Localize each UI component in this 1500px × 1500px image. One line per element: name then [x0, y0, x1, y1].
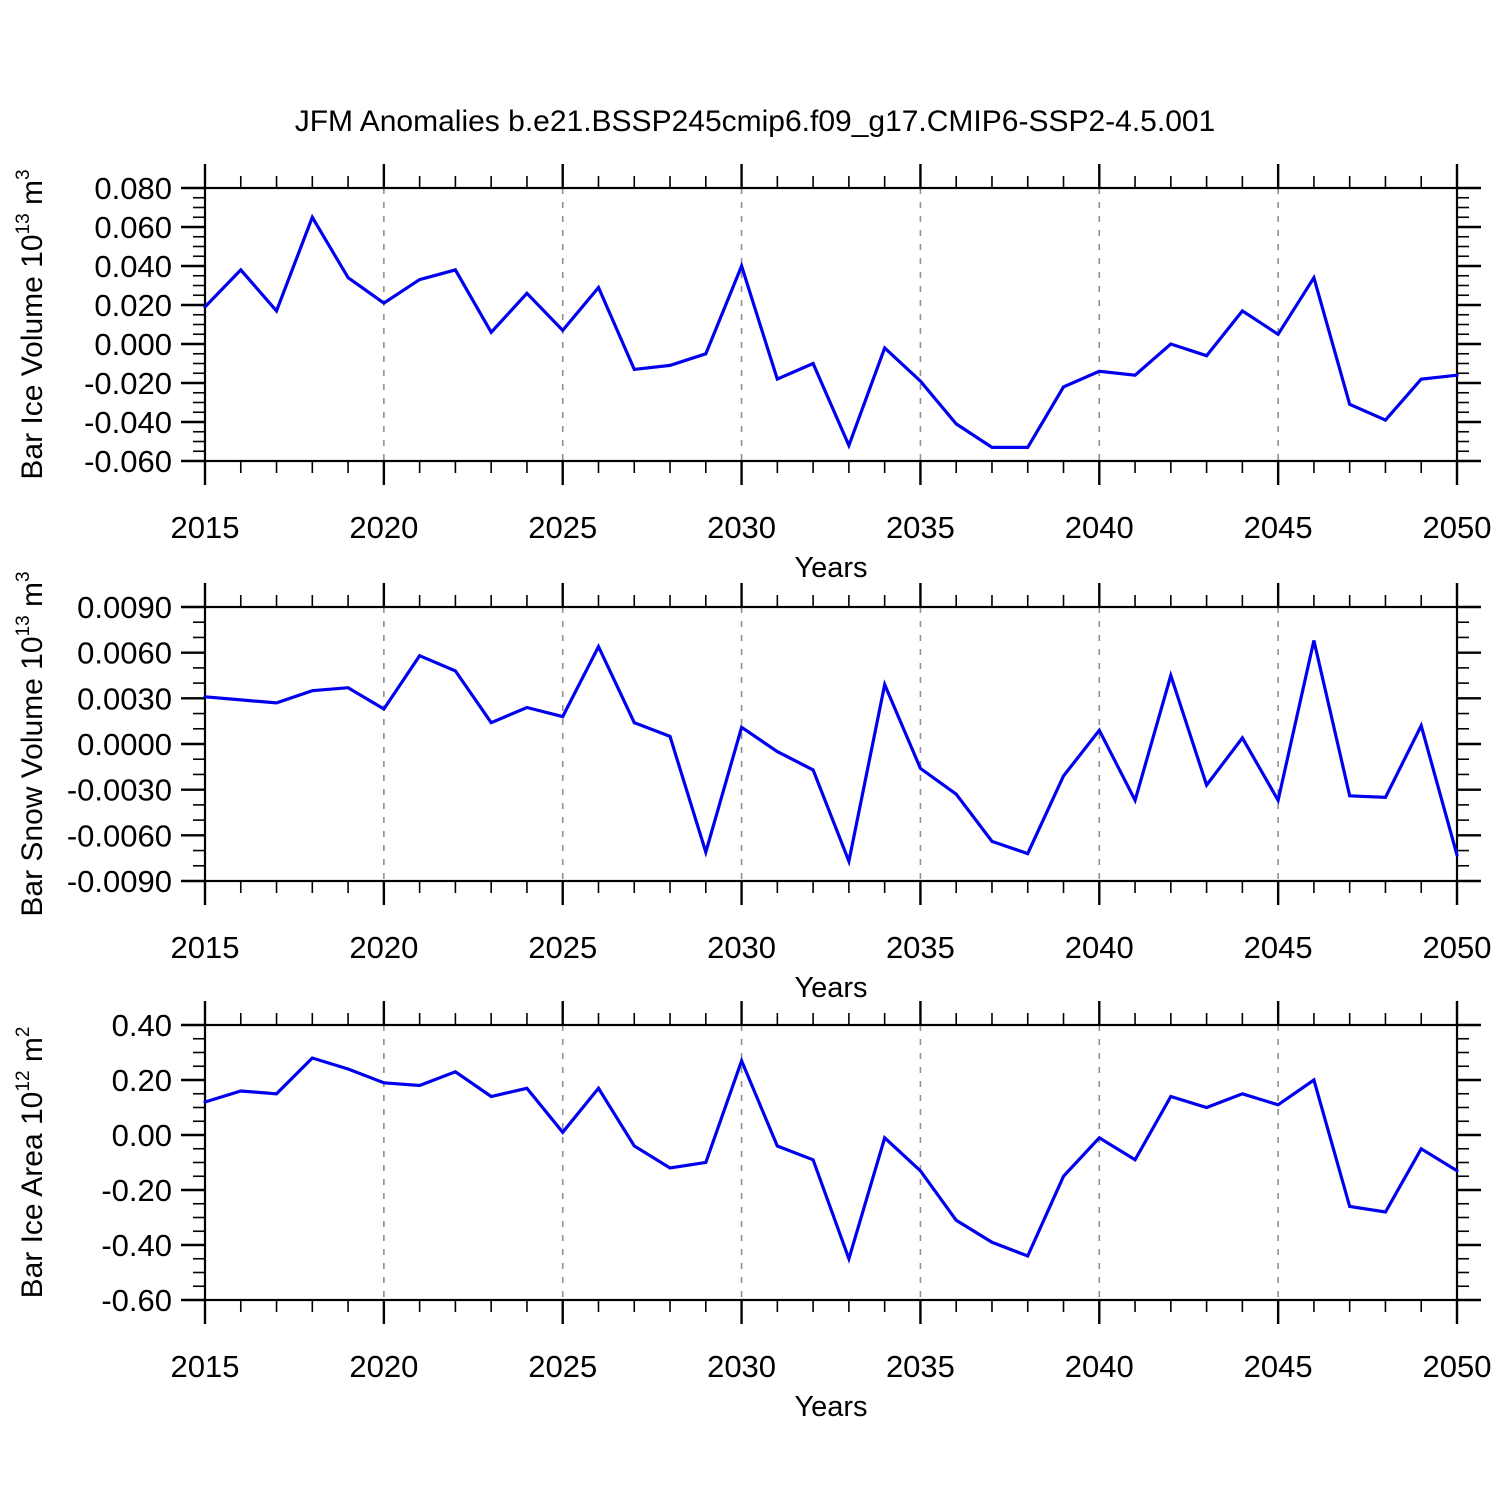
- x-tick-label: 2040: [1065, 510, 1134, 545]
- data-line: [203, 213, 1459, 450]
- y-axis-title: Bar Snow Volume 1013 m3: [13, 571, 49, 916]
- y-tick-label: 0.0030: [77, 681, 172, 716]
- y-tick-label: -0.0060: [67, 818, 172, 853]
- x-tick-label: 2045: [1244, 510, 1313, 545]
- y-tick-label: 0.0060: [77, 636, 172, 671]
- x-tick-label: 2030: [707, 510, 776, 545]
- charts-layer: 2015 2020 2025 2030 2035 2040 2045 2050 -0.060 -0…: [13, 164, 1491, 1423]
- y-tick-label: -0.060: [84, 444, 172, 479]
- x-tick-label: 2025: [528, 930, 597, 965]
- y-axis-title: Bar Ice Volume 1013 m3: [13, 169, 49, 479]
- y-tick-label: -0.020: [84, 366, 172, 401]
- y-tick-label: 0.080: [94, 171, 172, 206]
- x-axis-title: Years: [794, 552, 867, 584]
- chart-panel-2: 2015 2020 2025 2030 2035 2040 2045 2050 -0.0090 -…: [13, 571, 1491, 1004]
- x-tick-label: 2035: [886, 510, 955, 545]
- x-tick-label: 2015: [171, 930, 240, 965]
- x-axis-title: Years: [794, 1391, 867, 1423]
- data-line: [203, 640, 1459, 867]
- x-tick-label: 2040: [1065, 930, 1134, 965]
- x-tick-label: 2015: [171, 1349, 240, 1384]
- x-tick-label: 2025: [528, 1349, 597, 1384]
- x-tick-label: 2035: [886, 1349, 955, 1384]
- x-tick-label: 2050: [1423, 510, 1492, 545]
- y-tick-label: 0.060: [94, 210, 172, 245]
- x-tick-label: 2030: [707, 930, 776, 965]
- y-tick-label: -0.0090: [67, 864, 172, 899]
- x-tick-label: 2025: [528, 510, 597, 545]
- chart-panel-3: 2015 2020 2025 2030 2035 2040 2045 2050 -0.60 -0.…: [13, 1001, 1491, 1423]
- x-tick-label: 2035: [886, 930, 955, 965]
- x-tick-label: 2045: [1244, 930, 1313, 965]
- x-axis-title: Years: [794, 972, 867, 1004]
- x-tick-label: 2020: [349, 930, 418, 965]
- y-tick-label: -0.20: [101, 1173, 172, 1208]
- x-tick-label: 2050: [1423, 930, 1492, 965]
- y-tick-label: -0.60: [101, 1283, 172, 1318]
- y-tick-label: 0.00: [112, 1118, 172, 1153]
- chart-panel-1: 2015 2020 2025 2030 2035 2040 2045 2050 -0.060 -0…: [13, 164, 1491, 584]
- x-tick-label: 2050: [1423, 1349, 1492, 1384]
- y-tick-label: 0.0000: [77, 727, 172, 762]
- x-tick-label: 2045: [1244, 1349, 1313, 1384]
- y-tick-label: 0.40: [112, 1008, 172, 1043]
- y-tick-label: 0.20: [112, 1063, 172, 1098]
- x-tick-label: 2015: [171, 510, 240, 545]
- x-tick-label: 2040: [1065, 1349, 1134, 1384]
- x-tick-label: 2020: [349, 1349, 418, 1384]
- y-tick-label: 0.040: [94, 249, 172, 284]
- y-tick-label: -0.40: [101, 1228, 172, 1263]
- figure-title: JFM Anomalies b.e21.BSSP245cmip6.f09_g17…: [295, 105, 1216, 138]
- data-line: [203, 1056, 1459, 1264]
- y-tick-label: -0.040: [84, 405, 172, 440]
- y-tick-label: -0.0030: [67, 773, 172, 808]
- x-tick-label: 2020: [349, 510, 418, 545]
- y-axis-title: Bar Ice Area 1012 m2: [13, 1027, 49, 1299]
- y-tick-label: 0.000: [94, 327, 172, 362]
- x-tick-label: 2030: [707, 1349, 776, 1384]
- y-tick-label: 0.020: [94, 288, 172, 323]
- y-tick-label: 0.0090: [77, 590, 172, 625]
